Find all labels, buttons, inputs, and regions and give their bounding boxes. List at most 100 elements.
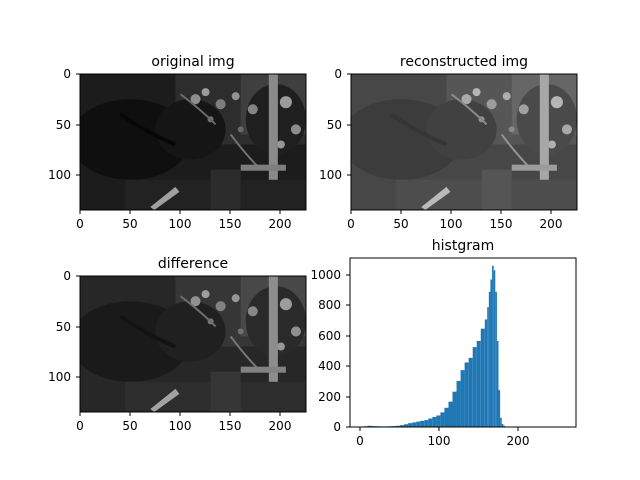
histogram-bar [493, 270, 496, 427]
histogram-bar [416, 421, 421, 427]
y-tick-label: 400 [318, 359, 341, 373]
original-x-axis: 0 50 100 150 200 [76, 210, 291, 231]
y-tick: 50 [327, 118, 351, 132]
y-tick: 1000 [310, 268, 350, 282]
x-tick: 0 [76, 412, 84, 433]
histogram-bar [480, 328, 485, 427]
y-tick-label: 100 [48, 370, 71, 384]
x-tick-label: 200 [540, 217, 563, 231]
y-tick-label: 100 [319, 168, 342, 182]
x-tick: 150 [219, 412, 241, 433]
x-tick: 0 [347, 210, 355, 231]
x-tick-label: 50 [122, 419, 137, 433]
x-tick: 200 [269, 412, 292, 433]
x-tick-label: 0 [347, 217, 355, 231]
histogram-bars [363, 265, 507, 427]
x-tick: 200 [269, 210, 292, 231]
panel-title-difference: difference [158, 256, 228, 272]
histogram-bar [464, 362, 469, 427]
histogram-bar [484, 319, 488, 427]
histogram-bar [400, 425, 405, 427]
x-tick: 50 [122, 412, 138, 433]
y-tick: 0 [334, 67, 351, 81]
y-tick: 200 [318, 390, 350, 404]
histogram-x-axis: 0 100 200 [356, 427, 529, 448]
reconstructed-axes-frame [350, 73, 578, 211]
x-tick-label: 200 [507, 434, 530, 448]
x-tick-label: 0 [76, 217, 84, 231]
y-tick-label: 0 [63, 67, 71, 81]
histogram-bar [476, 340, 481, 427]
histogram-bar [440, 412, 445, 427]
panel-title-histogram: histgram [432, 238, 494, 254]
y-tick-label: 1000 [310, 268, 341, 282]
x-tick: 0 [356, 427, 364, 448]
histogram-axes-frame [349, 257, 577, 428]
panel-original: original img 0 50 100 150 200 0 50 100 [48, 54, 307, 231]
histogram-bar [404, 424, 409, 427]
original-image [80, 74, 306, 210]
panel-title-original: original img [151, 54, 234, 70]
difference-y-axis: 0 50 100 [48, 269, 80, 384]
x-tick-label: 200 [269, 419, 292, 433]
original-y-axis: 0 50 100 [48, 67, 80, 182]
histogram-bar [495, 291, 497, 427]
x-tick-label: 50 [122, 217, 137, 231]
histogram-bar [436, 415, 441, 427]
histogram-bar [452, 391, 457, 427]
reconstructed-x-axis: 0 50 100 150 200 [347, 210, 562, 231]
histogram-bar [487, 307, 489, 427]
histogram-bar [412, 422, 417, 427]
difference-axes-frame [79, 275, 307, 413]
x-tick-label: 100 [169, 217, 192, 231]
histogram-bar [460, 370, 465, 427]
panel-reconstructed: reconstructed img 0 50 100 150 200 0 50 … [319, 54, 578, 231]
original-axes-frame [79, 73, 307, 211]
histogram-bar [367, 425, 372, 427]
x-tick-label: 50 [393, 217, 408, 231]
y-tick: 600 [318, 329, 350, 343]
x-tick-label: 100 [169, 419, 192, 433]
y-tick: 0 [63, 269, 80, 283]
histogram-bar [424, 420, 429, 427]
histogram-bar [496, 340, 499, 427]
histogram-y-axis: 0 200 400 600 800 1000 [310, 268, 350, 434]
difference-x-axis: 0 50 100 150 200 [76, 412, 291, 433]
y-tick-label: 0 [334, 67, 342, 81]
y-tick: 0 [333, 420, 350, 434]
histogram-bar [428, 418, 433, 427]
histogram-bar [492, 265, 494, 427]
x-tick-label: 150 [490, 217, 513, 231]
y-tick-label: 0 [63, 269, 71, 283]
x-tick: 150 [490, 210, 513, 231]
x-tick-label: 0 [76, 419, 84, 433]
histogram-bar [501, 423, 504, 427]
x-tick: 50 [393, 210, 409, 231]
y-tick: 800 [318, 298, 350, 312]
x-tick-label: 200 [269, 217, 292, 231]
histogram-bar [448, 401, 453, 427]
x-tick: 100 [428, 427, 450, 448]
histogram-bar [432, 417, 437, 427]
histogram-bar [490, 279, 493, 427]
y-tick-label: 50 [56, 320, 71, 334]
x-tick: 0 [76, 210, 84, 231]
panel-histogram: histgram 0 100 200 0 200 400 600 800 100… [310, 238, 577, 448]
panel-difference: difference 0 50 100 150 200 0 50 100 [48, 256, 307, 433]
histogram-bar [408, 423, 413, 427]
x-tick: 150 [219, 210, 241, 231]
x-tick-label: 0 [356, 434, 364, 448]
y-tick: 100 [48, 370, 80, 384]
x-tick: 50 [122, 210, 138, 231]
y-tick-label: 50 [56, 118, 71, 132]
y-tick: 50 [56, 118, 80, 132]
histogram-bar [456, 380, 461, 427]
y-tick-label: 100 [48, 168, 71, 182]
y-tick-label: 0 [333, 420, 341, 434]
y-tick: 100 [48, 168, 80, 182]
x-tick: 100 [440, 210, 462, 231]
histogram-bar [498, 390, 501, 427]
histogram-bar [420, 420, 425, 427]
histogram-bar [503, 425, 505, 427]
